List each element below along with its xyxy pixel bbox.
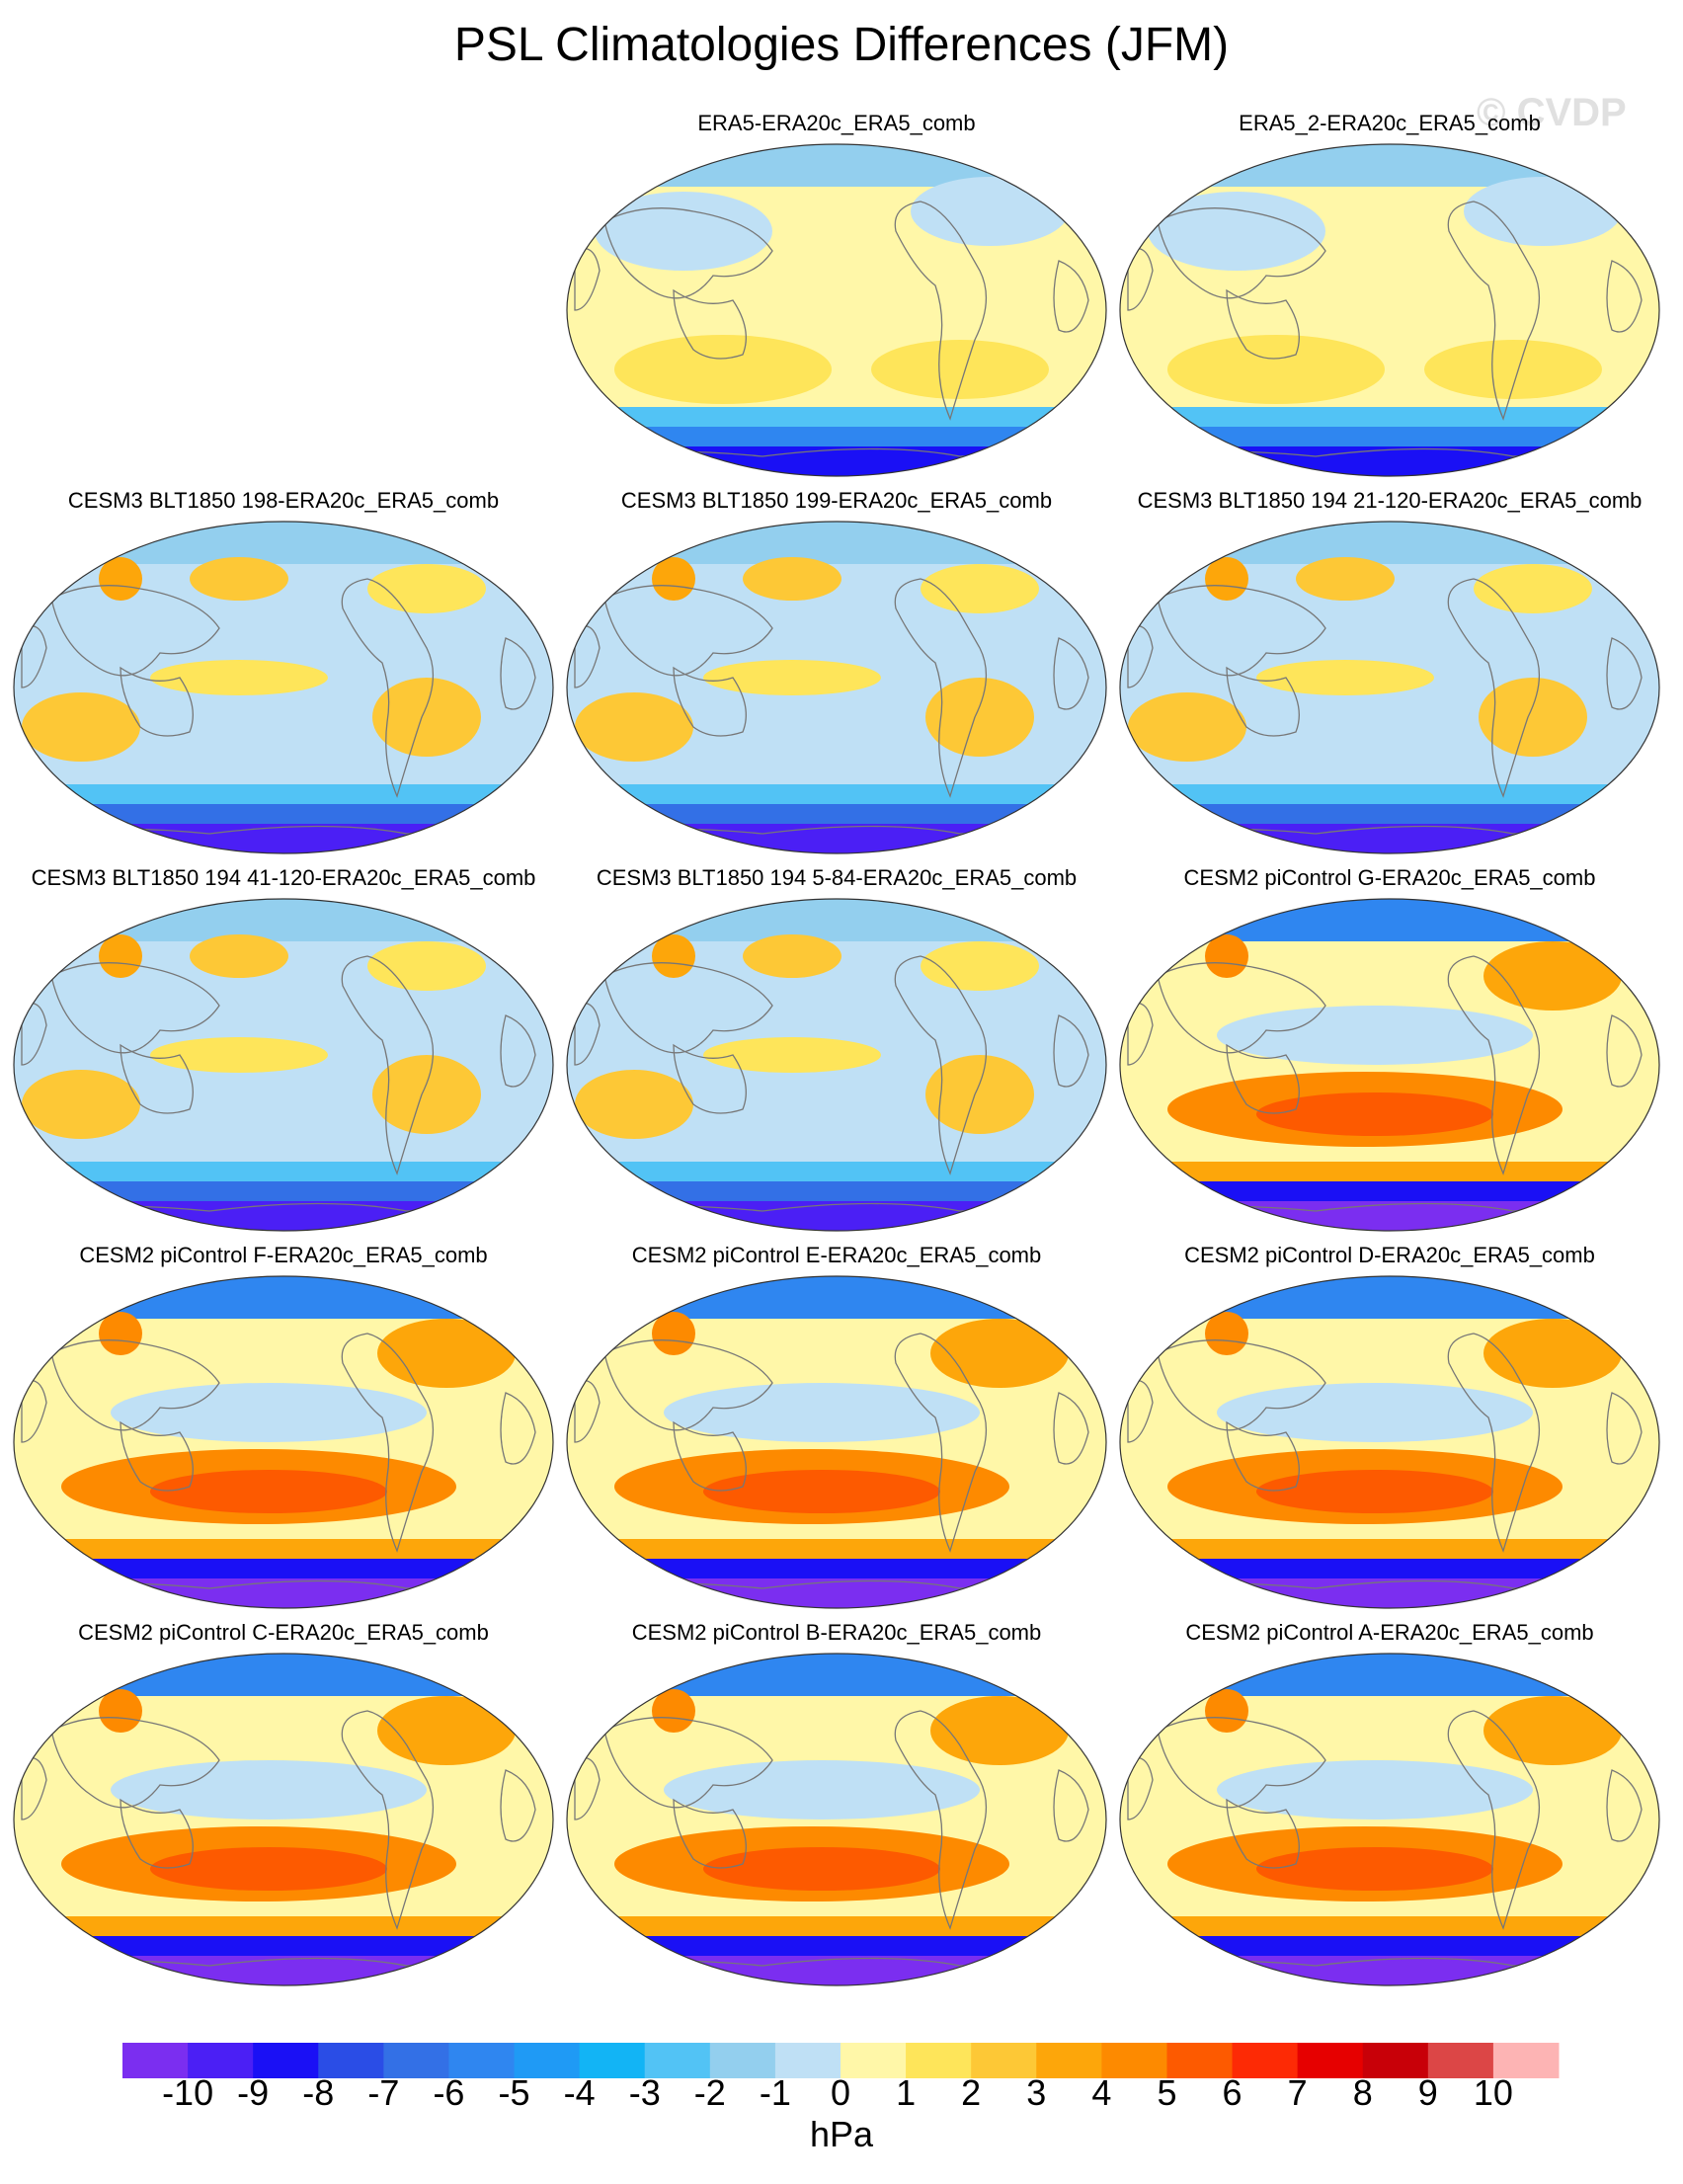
- map-panel: CESM2 piControl D-ERA20c_ERA5_comb: [1118, 1243, 1661, 1609]
- map-panel: CESM2 piControl F-ERA20c_ERA5_comb: [12, 1243, 555, 1609]
- panel-title: CESM2 piControl G-ERA20c_ERA5_comb: [1183, 865, 1596, 890]
- colorbar-tick-label: -9: [237, 2072, 270, 2113]
- panel-title: CESM2 piControl B-ERA20c_ERA5_comb: [631, 1620, 1042, 1645]
- colorbar-units: hPa: [809, 2114, 874, 2154]
- robinson-map: [13, 1653, 554, 1986]
- panel-title: CESM3 BLT1850 194 41-120-ERA20c_ERA5_com…: [31, 865, 536, 890]
- colorbar-tick-label: -2: [693, 2072, 726, 2113]
- map-panel: ERA5_2-ERA20c_ERA5_comb: [1118, 111, 1661, 477]
- robinson-map: [13, 1275, 554, 1609]
- map-panel: CESM2 piControl C-ERA20c_ERA5_comb: [12, 1620, 555, 1986]
- robinson-map: [13, 898, 554, 1232]
- panel-title: CESM2 piControl F-ERA20c_ERA5_comb: [79, 1243, 488, 1267]
- colorbar-tick-label: 6: [1222, 2072, 1242, 2113]
- robinson-map: [566, 143, 1107, 477]
- colorbar-tick-label: 9: [1417, 2072, 1438, 2113]
- colorbar-tick-label: 0: [830, 2072, 851, 2113]
- colorbar-tick-label: -3: [628, 2072, 661, 2113]
- map-panel: CESM3 BLT1850 199-ERA20c_ERA5_comb: [565, 488, 1108, 854]
- robinson-map: [1119, 1275, 1660, 1609]
- robinson-map: [566, 898, 1107, 1232]
- panel-title: CESM3 BLT1850 194 5-84-ERA20c_ERA5_comb: [596, 865, 1078, 890]
- map-panel: CESM3 BLT1850 198-ERA20c_ERA5_comb: [12, 488, 555, 854]
- panel-title: ERA5_2-ERA20c_ERA5_comb: [1239, 111, 1541, 135]
- colorbar-tick-label: -6: [433, 2072, 465, 2113]
- colorbar-tick-label: 2: [961, 2072, 982, 2113]
- robinson-map: [13, 521, 554, 854]
- colorbar-tick-label: -8: [302, 2072, 335, 2113]
- colorbar-tick-label: 10: [1473, 2072, 1513, 2113]
- panel-title: CESM2 piControl C-ERA20c_ERA5_comb: [78, 1620, 489, 1645]
- colorbar-tick-label: -7: [367, 2072, 400, 2113]
- map-panel: CESM2 piControl E-ERA20c_ERA5_comb: [565, 1243, 1108, 1609]
- colorbar-tick-label: 8: [1352, 2072, 1373, 2113]
- robinson-map: [1119, 1653, 1660, 1986]
- panel-title: CESM3 BLT1850 198-ERA20c_ERA5_comb: [67, 488, 500, 513]
- panel-title: CESM3 BLT1850 194 21-120-ERA20c_ERA5_com…: [1137, 488, 1643, 513]
- colorbar-tick-label: 1: [896, 2072, 917, 2113]
- colorbar-tick-label: 5: [1157, 2072, 1177, 2113]
- map-panel: CESM2 piControl A-ERA20c_ERA5_comb: [1118, 1620, 1661, 1986]
- colorbar-tick-label: -1: [759, 2072, 791, 2113]
- panel-title: CESM2 piControl E-ERA20c_ERA5_comb: [631, 1243, 1042, 1267]
- colorbar-tick-label: -4: [563, 2072, 596, 2113]
- map-panel: ERA5-ERA20c_ERA5_comb: [565, 111, 1108, 477]
- panel-title: ERA5-ERA20c_ERA5_comb: [697, 111, 976, 135]
- panel-title: CESM2 piControl A-ERA20c_ERA5_comb: [1185, 1620, 1594, 1645]
- map-panel: CESM3 BLT1850 194 21-120-ERA20c_ERA5_com…: [1118, 488, 1661, 854]
- figure-title: PSL Climatologies Differences (JFM): [453, 19, 1230, 71]
- robinson-map: [566, 1653, 1107, 1986]
- colorbar-tick-label: 3: [1026, 2072, 1047, 2113]
- robinson-map: [1119, 898, 1660, 1232]
- robinson-map: [1119, 143, 1660, 477]
- panel-title: CESM2 piControl D-ERA20c_ERA5_comb: [1184, 1243, 1595, 1267]
- cvdp-watermark: © CVDP: [1477, 91, 1627, 134]
- colorbar-tick-label: -5: [498, 2072, 530, 2113]
- robinson-map: [1119, 521, 1660, 854]
- map-panel: CESM3 BLT1850 194 41-120-ERA20c_ERA5_com…: [12, 865, 555, 1232]
- colorbar-tick-label: -10: [162, 2072, 214, 2113]
- map-panel: CESM2 piControl G-ERA20c_ERA5_comb: [1118, 865, 1661, 1232]
- robinson-map: [566, 521, 1107, 854]
- robinson-map: [566, 1275, 1107, 1609]
- panel-title: CESM3 BLT1850 199-ERA20c_ERA5_comb: [620, 488, 1053, 513]
- colorbar-tick-label: 4: [1091, 2072, 1112, 2113]
- map-panel: CESM2 piControl B-ERA20c_ERA5_comb: [565, 1620, 1108, 1986]
- map-panel: CESM3 BLT1850 194 5-84-ERA20c_ERA5_comb: [565, 865, 1108, 1232]
- colorbar-tick-label: 7: [1287, 2072, 1308, 2113]
